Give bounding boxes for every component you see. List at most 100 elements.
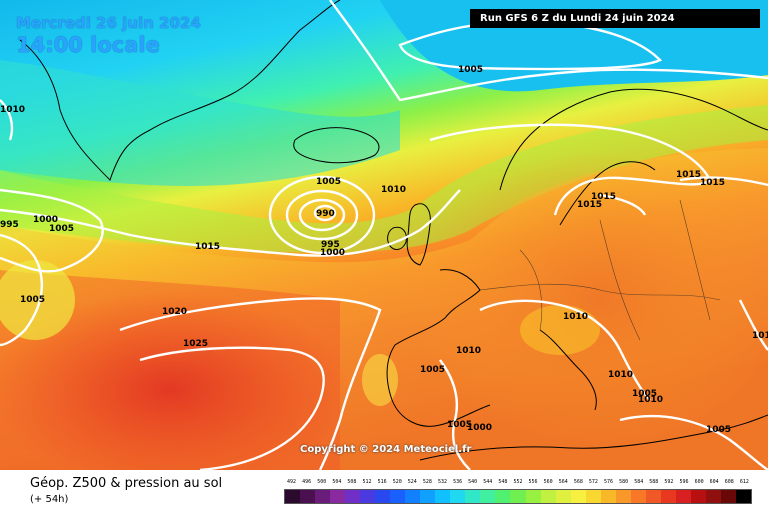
legend-tick-label: 560 xyxy=(543,479,553,485)
isobar-1025 xyxy=(139,346,325,470)
legend-swatch xyxy=(300,490,316,503)
isobar-label: 1025 xyxy=(183,339,208,349)
legend-swatch xyxy=(675,490,691,503)
country-borders xyxy=(479,199,721,341)
isobar-1020 xyxy=(119,297,382,470)
legend-tick-label: 492 xyxy=(287,479,297,485)
z500-alps-yellow xyxy=(520,305,600,355)
legend-swatch xyxy=(645,490,661,503)
legend-swatch xyxy=(345,490,361,503)
legend-tick-label: 548 xyxy=(498,479,508,485)
isobar-label: 1010 xyxy=(456,346,481,356)
legend-tick-label: 588 xyxy=(649,479,659,485)
isobar-label: 1000 xyxy=(467,423,492,433)
z500-europe-ridge xyxy=(410,150,768,450)
legend-swatch xyxy=(465,490,481,503)
legend-tick-label: 544 xyxy=(483,479,493,485)
legend-swatch xyxy=(570,490,586,503)
isobar-1015-east xyxy=(599,176,768,216)
legend-tick-label: 568 xyxy=(573,479,583,485)
legend-swatch xyxy=(285,490,301,503)
isobar-label: 1015 xyxy=(591,192,616,202)
legend-swatch xyxy=(315,490,331,503)
isobar-label: 1010 xyxy=(381,185,406,195)
legend-swatch xyxy=(585,490,601,503)
legend-swatch xyxy=(510,490,526,503)
isobar-990-low xyxy=(313,204,337,222)
legend-swatch xyxy=(600,490,616,503)
legend-swatch xyxy=(540,490,556,503)
z500-band-green xyxy=(0,105,768,253)
north-africa-coast xyxy=(419,414,768,461)
isobar-label: 1005 xyxy=(420,365,445,375)
z500-west-yellow xyxy=(0,260,75,340)
legend-swatch xyxy=(630,490,646,503)
legend-tick-label: 540 xyxy=(468,479,478,485)
legend-swatch xyxy=(660,490,676,503)
isobar-1005-iberia xyxy=(439,359,471,470)
legend-tick-label: 580 xyxy=(619,479,629,485)
z500-iberia-yellow xyxy=(362,354,398,406)
legend-tick-label: 508 xyxy=(347,479,357,485)
legend-tick-label: 592 xyxy=(664,479,674,485)
legend-tick-label: 608 xyxy=(724,479,734,485)
legend-tick-label: 504 xyxy=(332,479,342,485)
z500-atlantic-high xyxy=(0,290,350,470)
legend-tick-label: 576 xyxy=(604,479,614,485)
model-run-label: Run GFS 6 Z du Lundi 24 juin 2024 xyxy=(470,9,760,28)
isobar-1015-north-europe xyxy=(429,123,712,216)
legend-swatch xyxy=(615,490,631,503)
legend-tick-label: 500 xyxy=(317,479,327,485)
legend-tick-label: 520 xyxy=(392,479,402,485)
forecast-local-time: 14:00 locale xyxy=(16,33,160,57)
isobar-lines xyxy=(0,0,768,470)
isobar-label: 1005 xyxy=(316,177,341,187)
map-canvas: 1005 1010 995 1000 1005 1005 1005 990 99… xyxy=(0,0,768,470)
italy-coast xyxy=(539,329,597,411)
legend-tick-label: 512 xyxy=(362,479,372,485)
z500-atlantic-red xyxy=(0,270,340,470)
isobar-1005-west2 xyxy=(0,233,44,347)
legend-tick-label: 584 xyxy=(634,479,644,485)
forecast-lead-time: (+ 54h) xyxy=(30,494,69,505)
isobar-label: 1020 xyxy=(162,307,187,317)
isobar-1015-mid xyxy=(0,189,461,257)
iberia-coast xyxy=(386,269,491,427)
legend-swatch xyxy=(555,490,571,503)
isobar-label: 995 xyxy=(321,240,340,250)
map-parameter-title: Géop. Z500 & pression au sol xyxy=(30,476,223,491)
isobar-label: 1010 xyxy=(752,331,768,341)
scandinavia-coast xyxy=(499,88,768,191)
legend-swatch xyxy=(450,490,466,503)
legend-tick-label: 536 xyxy=(453,479,463,485)
isobar-label: 1005 xyxy=(706,425,731,435)
legend-swatch xyxy=(330,490,346,503)
isobar-1010-east xyxy=(738,299,768,351)
legend-swatch xyxy=(735,490,751,503)
legend-swatch xyxy=(375,490,391,503)
isobar-1005-west xyxy=(0,188,104,273)
isobar-label: 1010 xyxy=(638,395,663,405)
isobar-1005-southeast xyxy=(619,414,768,470)
legend-swatches xyxy=(284,489,752,504)
copyright-notice: Copyright © 2024 Meteociel.fr xyxy=(300,444,472,455)
isobar-label: 1000 xyxy=(33,215,58,225)
isobar-label: 1015 xyxy=(700,178,725,188)
isobar-1000-low xyxy=(285,189,359,241)
legend-swatch xyxy=(525,490,541,503)
isobar-label: 1005 xyxy=(447,420,472,430)
isobar-1005-low xyxy=(268,175,376,255)
legend-tick-label: 572 xyxy=(588,479,598,485)
isobar-label: 1005 xyxy=(632,389,657,399)
legend-swatch xyxy=(435,490,451,503)
greenland-coast xyxy=(19,0,341,181)
legend-tick-label: 516 xyxy=(377,479,387,485)
legend-tick-label: 528 xyxy=(422,479,432,485)
legend-tick-label: 524 xyxy=(407,479,417,485)
legend-swatch xyxy=(690,490,706,503)
legend-swatch xyxy=(360,490,376,503)
isobar-label: 1005 xyxy=(49,224,74,234)
isobar-label: 1005 xyxy=(20,295,45,305)
legend-tick-label: 596 xyxy=(679,479,689,485)
great-britain-coast xyxy=(406,203,431,266)
